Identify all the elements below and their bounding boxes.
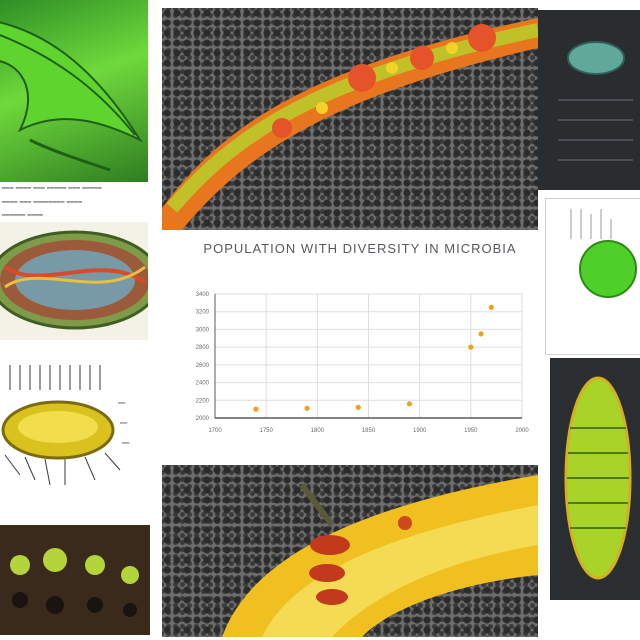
colony-on-mesh (162, 18, 538, 230)
cell-cross-section (0, 230, 148, 330)
y-tick-label: 2200 (196, 398, 210, 404)
y-tick-label: 2000 (196, 416, 210, 422)
diagram-label-1: ━━ (117, 401, 126, 407)
x-tick-label: 1850 (362, 428, 376, 434)
figure-caption-line-1: ━━━ ━━━━ ━━━ ━━━━━ ━━━ ━━━━━ (2, 186, 102, 192)
leaf-illustration-panel (0, 0, 148, 182)
y-tick-label: 2600 (196, 363, 210, 369)
scatter-chart: 1700 1750 1800 1850 1900 1950 2000 3400 3200 3000… (196, 292, 530, 434)
colony-on-mesh-panel (162, 8, 538, 230)
x-tick-label: 1700 (208, 428, 222, 434)
data-point (488, 304, 494, 310)
data-point (478, 331, 484, 337)
diagram-label-3: ━━ (121, 441, 130, 447)
segmented-microbe-panel (550, 358, 640, 600)
yellow-flow-panel (162, 465, 538, 637)
y-tick-label: 3000 (196, 327, 210, 333)
ciliated-microbe-panel: ━━ ━━ ━━ (0, 345, 148, 500)
x-tick-label: 1950 (464, 428, 478, 434)
chart-title: POPULATION WITH DIVERSITY IN MICROBIA (203, 241, 517, 256)
yellow-flow (222, 475, 538, 637)
data-point (355, 404, 361, 410)
ciliated-microbe: ━━ ━━ ━━ (1, 365, 130, 486)
x-tick-label: 2000 (515, 428, 529, 434)
data-point (406, 401, 413, 407)
dark-viewer-render (558, 41, 633, 161)
diagram-label-2: ━━ (119, 421, 128, 427)
data-point (468, 344, 474, 350)
y-tick-label: 3200 (196, 310, 210, 316)
data-point (304, 405, 310, 411)
data-point (253, 406, 259, 412)
gear-structure (0, 525, 150, 635)
y-tick-label: 2400 (196, 381, 210, 387)
green-cell-chart-panel (545, 198, 640, 355)
x-tick-label: 1900 (413, 428, 427, 434)
figure-caption-line-2: ━━━━ ━━━ ━━━━━━━━ ━━━━ (2, 200, 83, 206)
cell-cross-section-panel (0, 222, 148, 340)
x-tick-label: 1750 (259, 428, 273, 434)
figure-caption-line-3: ━━━━━━ ━━━━ (2, 213, 44, 219)
segmented-microbe (564, 376, 632, 580)
y-tick-label: 2800 (196, 345, 210, 351)
dark-viewer-panel (538, 10, 640, 190)
green-cell-chart (570, 209, 637, 298)
x-tick-label: 1800 (311, 428, 325, 434)
y-tick-label: 3400 (196, 292, 210, 298)
leaf-illustration (0, 21, 143, 172)
gear-structure-panel (0, 505, 160, 640)
